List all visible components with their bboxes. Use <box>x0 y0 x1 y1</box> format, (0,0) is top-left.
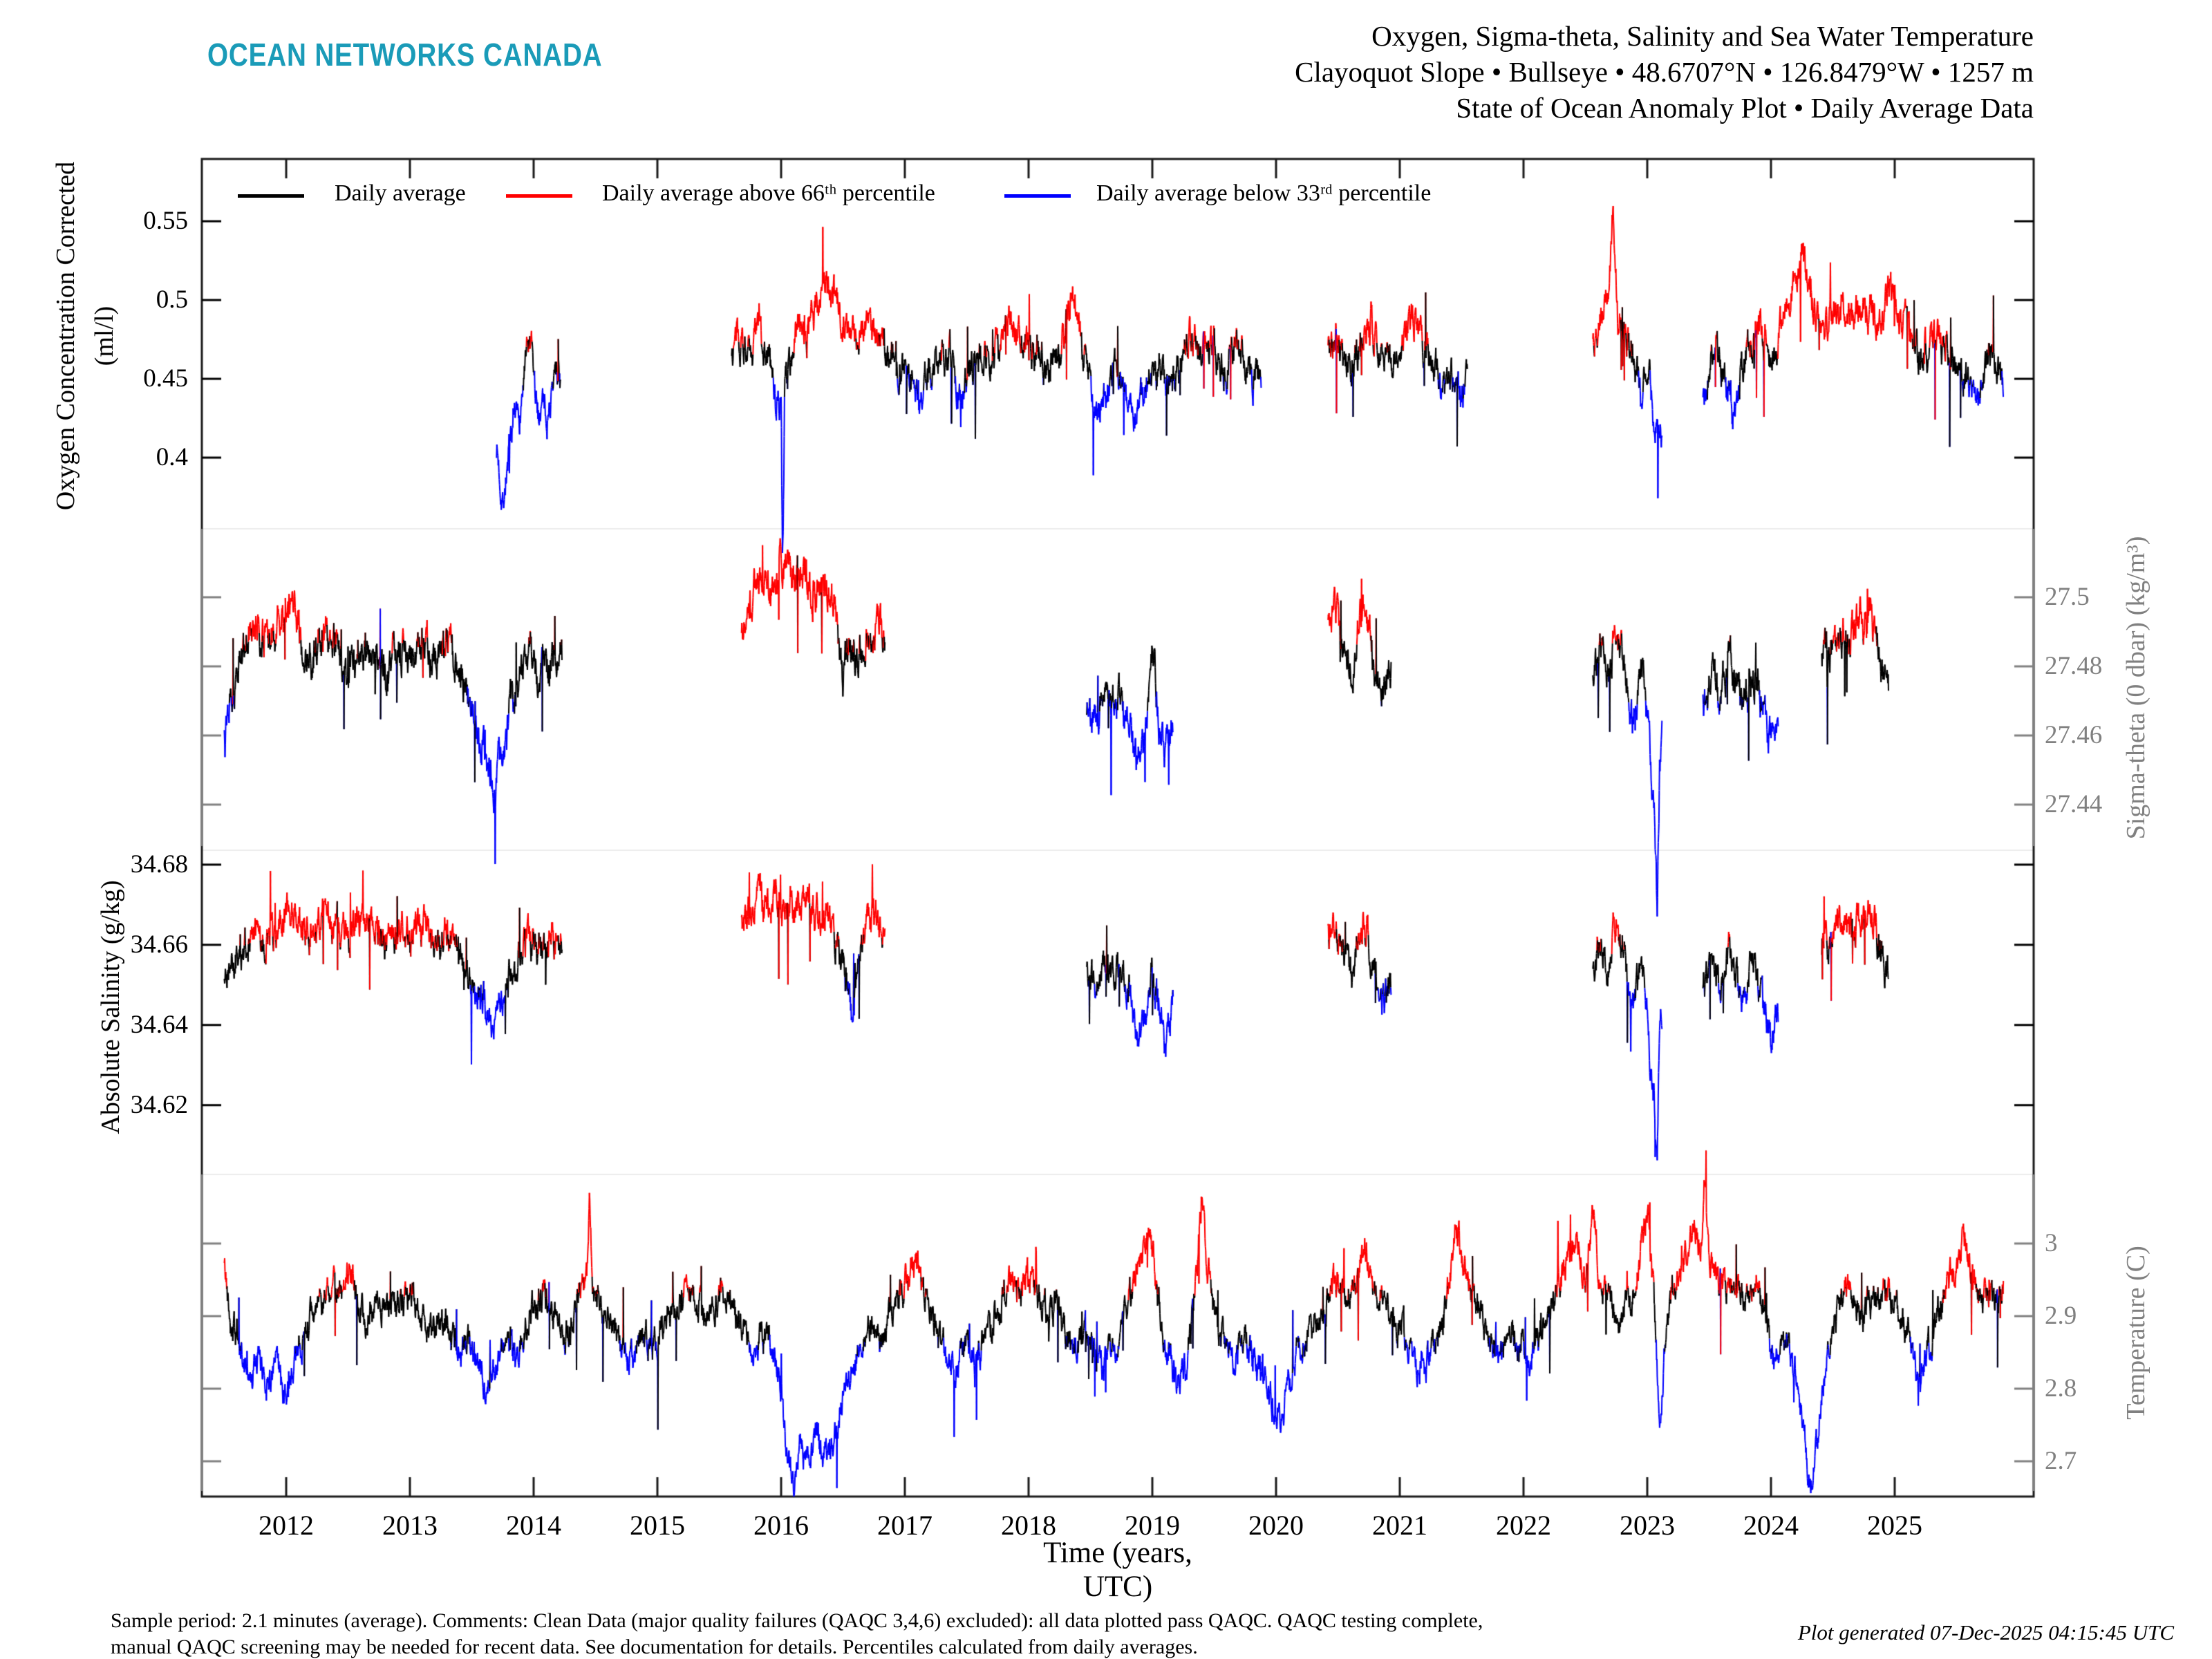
legend-line-0 <box>238 194 304 198</box>
plot-title-line2: Clayoquot Slope • Bullseye • 48.6707°N •… <box>1295 56 2034 88</box>
legend-line-1 <box>506 194 572 198</box>
legend-label-2: Daily average below 33ʳᵈ percentile <box>1096 180 1432 206</box>
sigma-tick-label-27.46: 27.46 <box>2045 721 2103 749</box>
ocean-networks-canada-logo: OCEAN NETWORKS CANADA <box>207 37 603 73</box>
temperature-axis-label: Temperature (C) <box>2121 1246 2150 1420</box>
sigma-tick-label-27.44: 27.44 <box>2045 790 2103 818</box>
sigma-theta-axis-label: Sigma-theta (0 dbar) (kg/m³) <box>2121 536 2150 840</box>
temperature-tick-label-2.9: 2.9 <box>2045 1301 2077 1330</box>
plot-title-line3: State of Ocean Anomaly Plot • Daily Aver… <box>1456 92 2034 124</box>
salinity-tick-label-34.62: 34.62 <box>130 1090 188 1119</box>
x-tick-label-2014: 2014 <box>506 1510 561 1541</box>
salinity-tick-label-34.68: 34.68 <box>130 850 188 879</box>
x-tick-label-2021: 2021 <box>1372 1510 1427 1541</box>
x-tick-label-2020: 2020 <box>1248 1510 1304 1541</box>
plot-title-block: Oxygen, Sigma-theta, Salinity and Sea Wa… <box>1295 18 2034 126</box>
x-tick-label-2013: 2013 <box>382 1510 438 1541</box>
x-tick-label-2017: 2017 <box>877 1510 932 1541</box>
legend-label-0: Daily average <box>335 180 466 206</box>
x-tick-label-2023: 2023 <box>1620 1510 1675 1541</box>
footer-comments: Sample period: 2.1 minutes (average). Co… <box>111 1608 1483 1659</box>
legend-line-2 <box>1004 194 1071 198</box>
oxygen-tick-label-0.5: 0.5 <box>156 285 188 315</box>
x-tick-label-2019: 2019 <box>1125 1510 1180 1541</box>
oxygen-tick-label-0.4: 0.4 <box>156 443 188 472</box>
legend-label-1: Daily average above 66ᵗʰ percentile <box>602 180 935 206</box>
salinity-tick-label-34.64: 34.64 <box>130 1010 188 1039</box>
x-tick-label-2022: 2022 <box>1496 1510 1551 1541</box>
oxygen-tick-label-0.45: 0.45 <box>143 364 188 393</box>
x-tick-label-2016: 2016 <box>753 1510 809 1541</box>
salinity-tick-label-34.66: 34.66 <box>130 930 188 959</box>
plot-title-line1: Oxygen, Sigma-theta, Salinity and Sea Wa… <box>1371 20 2034 52</box>
oxygen-tick-label-0.55: 0.55 <box>143 207 188 236</box>
temperature-tick-label-2.7: 2.7 <box>2045 1446 2077 1475</box>
footer-line1: Sample period: 2.1 minutes (average). Co… <box>111 1609 1483 1632</box>
temperature-tick-label-3: 3 <box>2045 1228 2058 1257</box>
sigma-tick-label-27.5: 27.5 <box>2045 583 2090 611</box>
x-tick-label-2024: 2024 <box>1743 1510 1799 1541</box>
x-tick-label-2025: 2025 <box>1867 1510 1922 1541</box>
plot-generated-timestamp: Plot generated 07-Dec-2025 04:15:45 UTC <box>1797 1620 2174 1644</box>
x-axis-label: Time (years, UTC) <box>1043 1537 1192 1603</box>
sigma-tick-label-27.48: 27.48 <box>2045 652 2103 680</box>
x-tick-label-2018: 2018 <box>1001 1510 1056 1541</box>
footer-line2: manual QAQC screening may be needed for … <box>111 1635 1198 1658</box>
temperature-tick-label-2.8: 2.8 <box>2045 1374 2077 1403</box>
x-tick-label-2012: 2012 <box>259 1510 314 1541</box>
x-tick-label-2015: 2015 <box>630 1510 685 1541</box>
